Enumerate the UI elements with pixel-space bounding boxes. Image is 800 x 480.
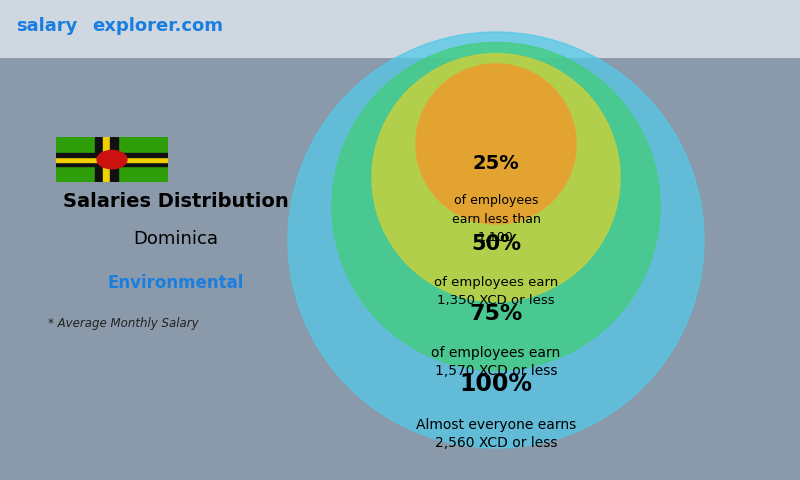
Circle shape [97,151,127,169]
Ellipse shape [372,54,620,301]
Text: 50%: 50% [471,234,521,254]
Text: 1,350 XCD or less: 1,350 XCD or less [437,294,555,307]
Text: 75%: 75% [470,304,522,324]
Ellipse shape [332,42,660,371]
Bar [0,0,800,58]
Ellipse shape [416,64,576,224]
Bar [102,137,110,182]
Text: earn less than: earn less than [451,213,541,226]
Bar [56,157,168,162]
Text: 100%: 100% [459,372,533,396]
Text: of employees earn: of employees earn [431,346,561,360]
Text: of employees: of employees [454,194,538,207]
Text: explorer.com: explorer.com [92,17,223,36]
Text: 1,570 XCD or less: 1,570 XCD or less [434,364,558,378]
Text: of employees earn: of employees earn [434,276,558,289]
Text: * Average Monthly Salary: * Average Monthly Salary [48,317,198,330]
Text: Salaries Distribution: Salaries Distribution [63,192,289,211]
Bar [56,153,168,157]
Bar [110,137,118,182]
Text: 2,560 XCD or less: 2,560 XCD or less [434,436,558,450]
Text: 1,100: 1,100 [478,231,514,244]
Text: Environmental: Environmental [108,274,244,291]
Text: 25%: 25% [473,154,519,173]
Ellipse shape [288,32,704,448]
Bar [95,137,102,182]
Bar [56,162,168,166]
Text: Dominica: Dominica [134,230,218,249]
Text: salary: salary [16,17,78,36]
Text: Almost everyone earns: Almost everyone earns [416,418,576,432]
